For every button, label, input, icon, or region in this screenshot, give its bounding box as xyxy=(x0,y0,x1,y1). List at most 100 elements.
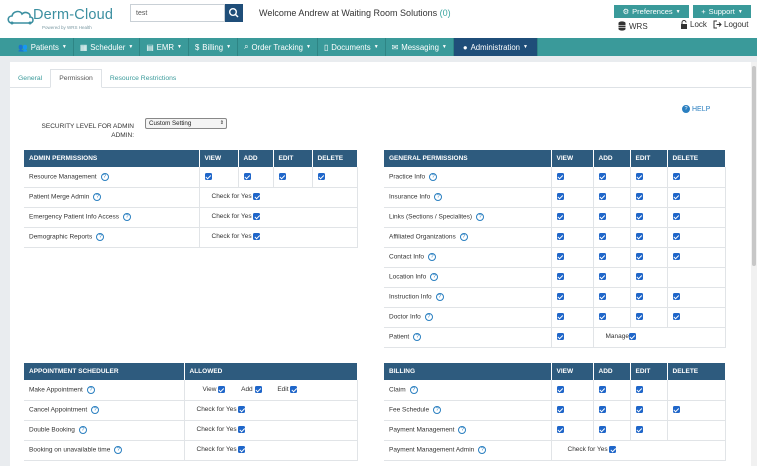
tab-permission[interactable]: Permission xyxy=(50,69,102,88)
delete-checkbox[interactable] xyxy=(672,173,680,181)
delete-checkbox[interactable] xyxy=(317,173,325,181)
help-icon[interactable]: ? xyxy=(409,385,418,394)
edit-checkbox[interactable] xyxy=(635,173,643,181)
nav-patients[interactable]: 👥 Patients ▼ xyxy=(0,38,74,56)
delete-checkbox[interactable] xyxy=(672,193,680,201)
delete-checkbox[interactable] xyxy=(672,253,680,261)
add-checkbox[interactable] xyxy=(598,313,606,321)
delete-checkbox[interactable] xyxy=(672,293,680,301)
help-icon[interactable]: ? xyxy=(114,446,123,454)
logo[interactable]: Derm-Cloud Powered by WRS Health xyxy=(6,4,126,32)
add-checkbox[interactable] xyxy=(598,173,606,181)
tab-resource-restrictions[interactable]: Resource Restrictions xyxy=(109,75,177,82)
help-icon[interactable]: ? xyxy=(429,172,438,181)
yes-checkbox[interactable] xyxy=(253,233,261,241)
edit-checkbox[interactable] xyxy=(635,193,643,201)
help-icon[interactable]: ? xyxy=(478,446,487,454)
help-icon[interactable]: ? xyxy=(93,193,102,201)
search-input[interactable] xyxy=(131,5,224,21)
view-checkbox[interactable] xyxy=(556,213,564,221)
help-icon[interactable]: ? xyxy=(433,406,442,414)
edit-checkbox[interactable] xyxy=(635,406,643,414)
delete-checkbox[interactable] xyxy=(672,233,680,241)
delete-checkbox[interactable] xyxy=(672,313,680,321)
wrs-database-link[interactable]: WRS xyxy=(618,21,648,31)
yes-checkbox[interactable] xyxy=(238,406,246,414)
add-checkbox[interactable] xyxy=(598,406,606,414)
yes-checkbox[interactable] xyxy=(609,446,617,454)
nav-order-tracking[interactable]: ⌕ Order Tracking ▼ xyxy=(238,38,318,56)
add-checkbox[interactable] xyxy=(254,386,262,394)
security-level-select[interactable]: Custom Setting ⇕ xyxy=(145,118,227,129)
lock-button[interactable]: Lock xyxy=(680,20,707,29)
view-checkbox[interactable] xyxy=(556,193,564,201)
view-checkbox[interactable] xyxy=(556,253,564,261)
add-checkbox[interactable] xyxy=(598,426,606,434)
view-checkbox[interactable] xyxy=(556,386,564,394)
help-icon[interactable]: ? xyxy=(122,213,131,221)
yes-checkbox[interactable] xyxy=(253,193,261,201)
help-icon[interactable]: ? xyxy=(424,313,433,321)
add-checkbox[interactable] xyxy=(598,233,606,241)
delete-checkbox[interactable] xyxy=(672,213,680,221)
tab-general[interactable]: General xyxy=(18,75,43,82)
message-count[interactable]: (0) xyxy=(439,8,451,18)
scrollbar-thumb[interactable] xyxy=(752,66,756,266)
yes-checkbox[interactable] xyxy=(238,446,246,454)
preferences-button[interactable]: ⚙ Preferences ▼ xyxy=(614,5,689,18)
help-icon[interactable]: ? xyxy=(100,172,109,181)
view-checkbox[interactable] xyxy=(556,313,564,321)
add-checkbox[interactable] xyxy=(598,253,606,261)
edit-checkbox[interactable] xyxy=(635,273,643,281)
help-icon[interactable]: ? xyxy=(430,273,439,281)
view-checkbox[interactable] xyxy=(556,406,564,414)
edit-checkbox[interactable] xyxy=(635,426,643,434)
edit-checkbox[interactable] xyxy=(635,386,643,394)
help-icon[interactable]: ? xyxy=(428,253,437,261)
help-icon[interactable]: ? xyxy=(78,426,87,434)
help-icon[interactable]: ? xyxy=(96,233,105,241)
add-checkbox[interactable] xyxy=(243,173,251,181)
edit-checkbox[interactable] xyxy=(635,233,643,241)
edit-checkbox[interactable] xyxy=(635,313,643,321)
nav-billing[interactable]: $ Billing ▼ xyxy=(189,38,239,56)
edit-checkbox[interactable] xyxy=(635,213,643,221)
help-icon[interactable]: ? xyxy=(413,333,422,341)
view-checkbox[interactable] xyxy=(556,333,564,341)
view-checkbox[interactable] xyxy=(556,173,564,181)
view-checkbox[interactable] xyxy=(218,386,226,394)
yes-checkbox[interactable] xyxy=(238,426,246,434)
edit-checkbox[interactable] xyxy=(278,173,286,181)
add-checkbox[interactable] xyxy=(598,273,606,281)
search-button[interactable] xyxy=(225,4,243,22)
nav-emr[interactable]: ▤ EMR ▼ xyxy=(140,38,189,56)
add-checkbox[interactable] xyxy=(598,386,606,394)
help-icon[interactable]: ? xyxy=(459,233,468,241)
add-checkbox[interactable] xyxy=(598,193,606,201)
logout-button[interactable]: Logout xyxy=(713,20,748,29)
help-icon[interactable]: ? xyxy=(91,406,100,414)
help-icon[interactable]: ? xyxy=(434,193,443,201)
view-checkbox[interactable] xyxy=(204,173,212,181)
edit-checkbox[interactable] xyxy=(290,386,298,394)
edit-checkbox[interactable] xyxy=(635,253,643,261)
help-icon[interactable]: ? xyxy=(458,426,467,434)
nav-messaging[interactable]: ✉ Messaging ▼ xyxy=(386,38,454,56)
nav-scheduler[interactable]: ▦ Scheduler ▼ xyxy=(74,38,141,56)
delete-checkbox[interactable] xyxy=(672,406,680,414)
view-checkbox[interactable] xyxy=(556,426,564,434)
help-icon[interactable]: ? xyxy=(435,293,444,301)
view-checkbox[interactable] xyxy=(556,273,564,281)
help-link[interactable]: ? HELP xyxy=(682,105,710,113)
add-checkbox[interactable] xyxy=(598,213,606,221)
help-icon[interactable]: ? xyxy=(86,385,95,394)
help-icon[interactable]: ? xyxy=(476,213,485,221)
add-checkbox[interactable] xyxy=(598,293,606,301)
view-checkbox[interactable] xyxy=(556,233,564,241)
nav-administration[interactable]: ● Administration ▼ xyxy=(453,38,538,56)
nav-documents[interactable]: ▯ Documents ▼ xyxy=(318,38,386,56)
support-button[interactable]: + Support ▼ xyxy=(693,5,751,18)
yes-checkbox[interactable] xyxy=(253,213,261,221)
edit-checkbox[interactable] xyxy=(635,293,643,301)
manage-checkbox[interactable] xyxy=(629,333,636,341)
